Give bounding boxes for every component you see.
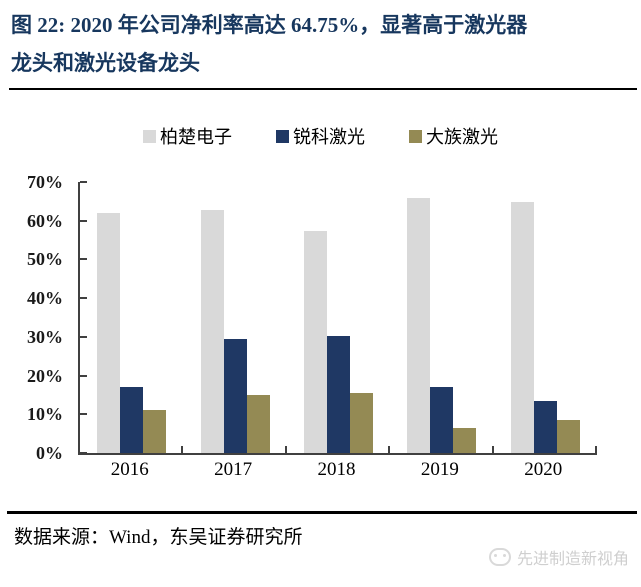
y-axis-tick (80, 181, 87, 183)
x-tick-label: 2018 (317, 459, 356, 480)
x-axis-tick (388, 446, 391, 453)
bar-锐科激光-2019 (430, 387, 454, 453)
legend-swatch-icon (409, 129, 422, 143)
y-tick-label: 60% (27, 210, 63, 231)
figure-title: 图 22: 2020 年公司净利率高达 64.75%，显著高于激光器 龙头和激光… (11, 6, 633, 82)
plot-area (78, 181, 597, 455)
bar-大族激光-2018 (350, 392, 373, 453)
bar-柏楚电子-2016 (97, 212, 121, 453)
legend-item: 大族激光 (409, 123, 498, 149)
watermark: 先进制造新视角 (488, 545, 629, 569)
legend-swatch-icon (276, 129, 289, 143)
y-axis-tick (80, 452, 87, 454)
bar-锐科激光-2016 (120, 387, 144, 453)
x-axis-tick (284, 446, 287, 453)
figure-title-line2: 龙头和激光设备龙头 (11, 51, 200, 75)
bar-锐科激光-2017 (223, 338, 247, 453)
watermark-logo-icon (488, 548, 511, 566)
figure-title-line1: 图 22: 2020 年公司净利率高达 64.75%，显著高于激光器 (11, 13, 528, 37)
x-tick-label: 2020 (524, 459, 563, 480)
y-axis-tick (80, 297, 87, 300)
data-source-text: 数据来源：Wind，东吴证券研究所 (14, 527, 303, 548)
y-tick-label: 10% (27, 404, 63, 425)
bar-大族激光-2019 (453, 427, 477, 453)
y-tick-label: 20% (27, 365, 63, 386)
bar-锐科激光-2020 (533, 400, 557, 453)
x-tick-label: 2017 (214, 459, 253, 480)
y-axis-tick (80, 258, 87, 261)
x-axis-tick (181, 446, 184, 453)
legend-swatch-icon (143, 129, 156, 143)
legend-item: 柏楚电子 (143, 123, 232, 149)
title-divider (9, 88, 637, 90)
y-axis-tick (80, 413, 87, 416)
y-axis-tick (80, 219, 87, 222)
bar-锐科激光-2018 (327, 336, 350, 453)
legend-label: 锐科激光 (293, 127, 365, 147)
bar-柏楚电子-2020 (510, 202, 534, 453)
y-tick-label: 70% (27, 172, 63, 192)
y-tick-label: 0% (36, 443, 63, 463)
bar-柏楚电子-2019 (407, 197, 431, 453)
x-axis-tick (595, 446, 597, 453)
chart-legend: 柏楚电子 锐科激光 大族激光 (0, 123, 641, 149)
x-axis-labels: 2016 2017 2018 2019 2020 (78, 459, 595, 483)
bar-柏楚电子-2018 (304, 230, 327, 453)
bar-大族激光-2016 (143, 410, 167, 453)
bottom-divider (7, 511, 637, 514)
x-axis-tick (491, 446, 494, 453)
legend-label: 柏楚电子 (160, 127, 232, 147)
y-tick-label: 50% (27, 249, 63, 270)
y-axis-tick (80, 335, 87, 338)
bar-柏楚电子-2017 (200, 209, 224, 453)
y-tick-label: 40% (27, 288, 63, 309)
legend-label: 大族激光 (426, 127, 498, 147)
bar-大族激光-2020 (556, 420, 580, 453)
x-tick-label: 2016 (110, 459, 149, 480)
legend-item: 锐科激光 (276, 123, 365, 149)
bar-大族激光-2017 (246, 394, 270, 453)
y-tick-label: 30% (27, 326, 63, 347)
x-tick-label: 2019 (420, 459, 459, 480)
y-axis-tick (80, 374, 87, 377)
watermark-label: 先进制造新视角 (516, 551, 629, 568)
